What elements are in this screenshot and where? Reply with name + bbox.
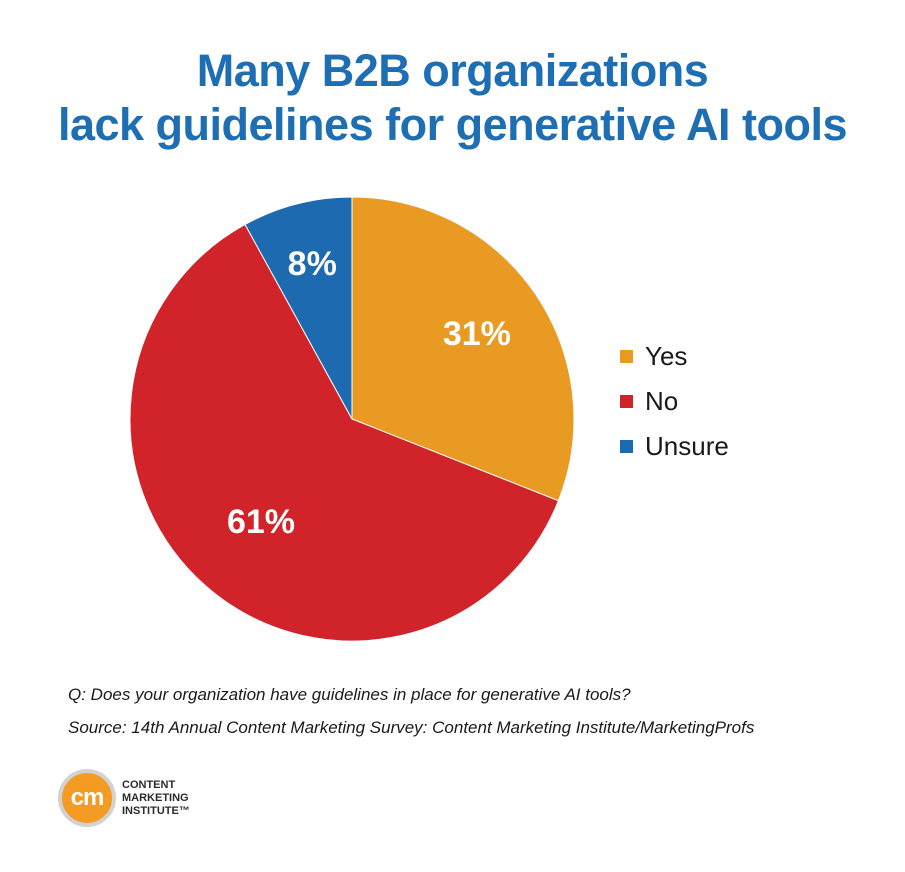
legend-swatch-unsure [620, 440, 633, 453]
survey-question-note: Q: Does your organization have guideline… [68, 685, 631, 704]
data-label-yes: 31% [443, 315, 511, 353]
legend-label-unsure: Unsure [645, 431, 729, 461]
logo-wordmark: CONTENT MARKETING INSTITUTE™ [122, 779, 190, 818]
legend-item-unsure: Unsure [620, 424, 729, 469]
legend-label-yes: Yes [645, 341, 688, 371]
cm-logo-mark: cm [58, 769, 116, 827]
legend: Yes No Unsure [620, 334, 729, 469]
legend-swatch-yes [620, 350, 633, 363]
pie-slice-no [129, 223, 560, 642]
chart-title: Many B2B organizations lack guidelines f… [0, 44, 905, 152]
legend-item-yes: Yes [620, 334, 729, 379]
legend-label-no: No [645, 386, 679, 416]
pie-slice-unsure [244, 196, 353, 420]
data-label-unsure: 8% [288, 245, 337, 283]
source-note: Source: 14th Annual Content Marketing Su… [68, 718, 755, 737]
legend-item-no: No [620, 379, 729, 424]
logo-line-3: INSTITUTE™ [122, 804, 190, 817]
chart-title-line-2: lack guidelines for generative AI tools [57, 99, 848, 150]
pie-slice-yes [351, 196, 575, 502]
legend-swatch-no [620, 395, 633, 408]
data-label-no: 61% [227, 503, 295, 541]
logo-line-2: MARKETING [122, 791, 189, 804]
logo-line-1: CONTENT [122, 778, 176, 791]
cmi-logo: cm CONTENT MARKETING INSTITUTE™ [58, 769, 190, 827]
chart-title-line-1: Many B2B organizations [196, 45, 709, 96]
